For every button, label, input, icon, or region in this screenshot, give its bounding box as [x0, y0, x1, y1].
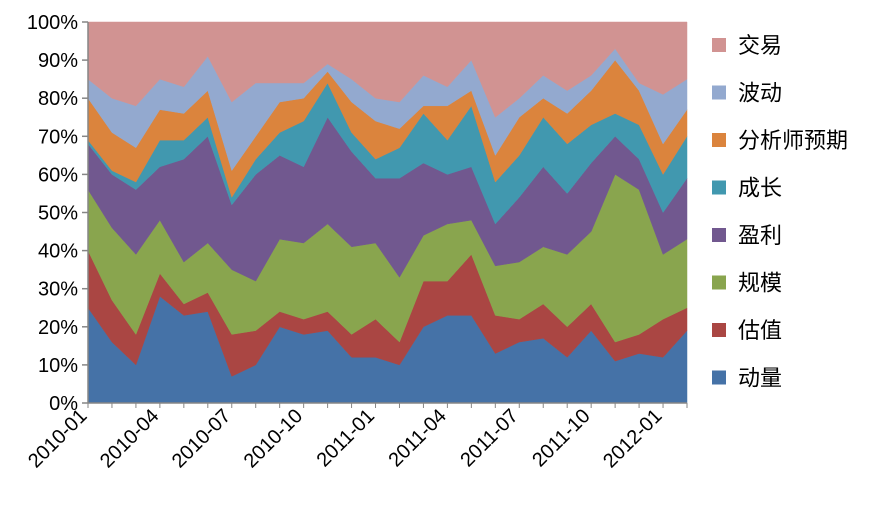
legend-swatch — [712, 275, 726, 290]
y-tick-label: 80% — [38, 88, 78, 110]
legend-label: 估值 — [738, 319, 782, 344]
x-tick-label: 2010-10 — [240, 405, 307, 472]
area-layers — [87, 21, 688, 404]
x-tick-label: 2011-07 — [456, 405, 522, 471]
legend-swatch — [712, 228, 726, 242]
x-axis-ticks: 2010-01 2010-04 2010-07 2010-10 2011-01 2011-… — [24, 403, 688, 472]
legend-swatch — [712, 85, 726, 100]
x-tick-label: 2012-01 — [599, 405, 666, 472]
legend-label: 波动 — [738, 82, 782, 107]
legend-swatch — [712, 323, 726, 337]
legend-label: 动量 — [738, 367, 782, 392]
y-tick-label: 60% — [38, 164, 78, 186]
legend-label: 分析师预期 — [738, 129, 848, 154]
legend-swatch — [712, 38, 726, 52]
y-tick-label: 10% — [38, 355, 78, 377]
x-tick-label: 2010-04 — [96, 405, 163, 472]
y-tick-label: 90% — [38, 50, 78, 72]
legend-swatch — [712, 133, 726, 147]
x-tick-label: 2011-10 — [528, 405, 594, 471]
y-tick-label: 70% — [38, 126, 78, 148]
legend-label: 盈利 — [738, 224, 782, 249]
y-tick-label: 40% — [38, 241, 78, 263]
y-axis-ticks: 0% 10% 20% 30% 40% 50% 60% 70% 80% 90% 100% — [27, 12, 88, 415]
area-series-8 — [87, 21, 688, 118]
y-tick-label: 100% — [27, 12, 78, 34]
y-tick-label: 50% — [38, 203, 78, 225]
legend-label: 规模 — [738, 272, 782, 297]
legend-swatch — [712, 180, 726, 195]
legend-swatch — [712, 370, 726, 385]
x-tick-label: 2010-01 — [24, 405, 91, 472]
y-tick-label: 30% — [38, 279, 78, 301]
y-tick-label: 20% — [38, 317, 78, 339]
legend-label: 交易 — [738, 34, 782, 59]
x-tick-label: 2011-04 — [385, 405, 451, 471]
x-tick-label: 2011-01 — [313, 405, 379, 471]
x-tick-label: 2010-07 — [168, 405, 235, 472]
legend-label: 成长 — [738, 177, 782, 202]
y-tick-label: 0% — [49, 393, 78, 415]
